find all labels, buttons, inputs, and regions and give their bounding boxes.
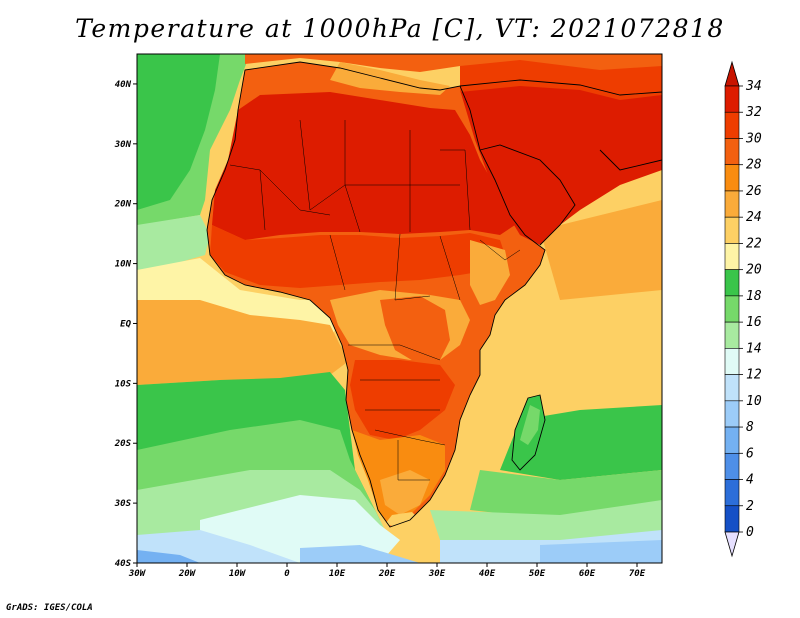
colorbar-label: 16 <box>746 315 762 330</box>
x-tick-label: 30W <box>128 569 147 579</box>
map-title: Temperature at 1000hPa [C], VT: 20210728… <box>75 14 725 43</box>
colorbar-label: 24 <box>746 210 762 225</box>
x-tick-label: 70E <box>629 569 646 579</box>
colorbar-label: 12 <box>746 368 762 383</box>
colorbar-label: 6 <box>746 446 754 461</box>
credit-text: GrADS: IGES/COLA <box>6 603 93 613</box>
colorbar-segment <box>724 400 740 428</box>
colorbar-label: 4 <box>746 473 754 488</box>
colorbar-segment <box>724 505 740 533</box>
colorbar-segment <box>724 269 740 297</box>
colorbar-label: 28 <box>746 158 762 173</box>
colorbar-label: 10 <box>746 394 762 409</box>
y-tick-label: EQ <box>120 319 131 329</box>
y-tick-label: 10S <box>115 379 132 389</box>
colorbar-segment <box>724 111 740 139</box>
colorbar-segment <box>724 243 740 270</box>
x-axis: 30W 20W 10W 0 10E 20E 30E 40E 50E 60E 70E <box>128 563 646 579</box>
y-axis: 40N 30N 20N 10N EQ 10S 20S 30S 40S <box>114 80 137 569</box>
x-tick-label: 0 <box>284 569 290 579</box>
y-tick-label: 30N <box>114 140 132 150</box>
colorbar-label: 30 <box>745 131 762 146</box>
colorbar-bottom-arrow <box>724 531 740 558</box>
colorbar-label: 22 <box>746 236 762 251</box>
colorbar-segment <box>724 190 740 218</box>
colorbar-label: 14 <box>746 341 762 356</box>
y-tick-label: 20S <box>114 439 132 449</box>
colorbar-label: 34 <box>745 79 762 94</box>
colorbar-segment <box>724 85 740 113</box>
y-tick-label: 20N <box>114 200 132 210</box>
country-borders <box>229 119 521 481</box>
colorbar-label: 26 <box>746 184 762 199</box>
colorbar-segment <box>724 426 740 454</box>
colorbar-segment <box>724 295 740 323</box>
x-tick-label: 20E <box>378 569 396 579</box>
colorbar-top-arrow <box>724 60 740 87</box>
colorbar-segment <box>724 216 740 244</box>
colorbar-segment <box>724 164 740 192</box>
x-tick-label: 60E <box>579 569 596 579</box>
y-tick-label: 40S <box>115 559 132 569</box>
colorbar-label: 32 <box>745 105 762 120</box>
colorbar-segment <box>724 452 740 480</box>
x-tick-label: 50E <box>529 569 546 579</box>
colorbar-label: 0 <box>746 525 754 540</box>
colorbar-segment <box>724 321 740 349</box>
x-tick-label: 30E <box>428 569 446 579</box>
x-tick-label: 10W <box>229 569 247 579</box>
x-tick-label: 40E <box>479 569 496 579</box>
colorbar-segment <box>724 138 740 166</box>
colorbar-segment <box>724 479 740 507</box>
coastlines <box>206 61 662 528</box>
x-tick-label: 10E <box>329 569 346 579</box>
y-tick-label: 40N <box>115 80 132 90</box>
colorbar-segment <box>724 374 740 402</box>
x-tick-label: 20W <box>178 569 197 579</box>
y-tick-label: 30S <box>114 499 132 509</box>
colorbar-label: 2 <box>746 499 754 514</box>
y-tick-label: 10N <box>115 260 132 270</box>
colorbar-label: 18 <box>746 289 762 304</box>
temperature-field <box>137 54 662 563</box>
colorbar-label: 20 <box>746 263 762 278</box>
map-frame <box>136 53 663 564</box>
colorbar-segment <box>724 348 740 375</box>
colorbar-label: 8 <box>746 420 754 435</box>
